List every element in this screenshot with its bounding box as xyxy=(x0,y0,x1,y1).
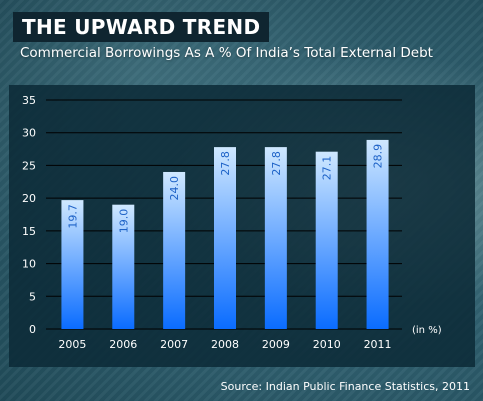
x-tick-label: 2008 xyxy=(211,338,239,351)
source-note: Source: Indian Public Finance Statistics… xyxy=(220,380,470,393)
bar-2007 xyxy=(163,171,186,329)
y-tick-label: 25 xyxy=(22,159,36,172)
bar-2008 xyxy=(214,147,236,329)
bars xyxy=(61,139,389,329)
data-label-2010: 27.1 xyxy=(321,156,334,181)
y-tick-label: 5 xyxy=(29,290,36,303)
y-tick-label: 30 xyxy=(22,127,36,140)
y-axis-ticks: 0 5 10 15 20 25 30 35 xyxy=(22,94,36,336)
data-labels: 19.7 19.0 24.0 27.8 27.8 27.1 28.9 xyxy=(66,144,384,233)
y-tick-label: 15 xyxy=(22,225,36,238)
y-tick-label: 20 xyxy=(22,192,36,205)
data-label-2006: 19.0 xyxy=(117,209,130,234)
x-tick-label: 2010 xyxy=(313,338,341,351)
data-label-2005: 19.7 xyxy=(66,204,79,229)
x-axis-ticks: 2005 2006 2007 2008 2009 2010 2011 xyxy=(58,338,391,351)
x-tick-label: 2011 xyxy=(364,338,392,351)
data-label-2008: 27.8 xyxy=(219,151,232,176)
bar-2009 xyxy=(264,147,287,329)
chart-title: THE UPWARD TREND xyxy=(13,12,270,42)
bar-2006 xyxy=(112,204,135,329)
x-tick-label: 2009 xyxy=(262,338,290,351)
x-tick-label: 2007 xyxy=(160,338,188,351)
y-tick-label: 35 xyxy=(22,94,36,107)
bar-2005 xyxy=(61,200,84,329)
x-tick-label: 2005 xyxy=(58,338,86,351)
unit-label: (in %) xyxy=(412,325,442,336)
y-tick-label: 0 xyxy=(29,323,36,336)
chart-subtitle: Commercial Borrowings As A % Of India’s … xyxy=(20,45,433,61)
bar-2010 xyxy=(315,151,338,329)
y-tick-label: 10 xyxy=(22,258,36,271)
bar-2011 xyxy=(366,139,389,329)
data-label-2009: 27.8 xyxy=(270,151,283,176)
data-label-2007: 24.0 xyxy=(168,176,181,201)
x-tick-label: 2006 xyxy=(109,338,137,351)
chart-panel xyxy=(9,85,475,367)
data-label-2011: 28.9 xyxy=(372,144,385,169)
